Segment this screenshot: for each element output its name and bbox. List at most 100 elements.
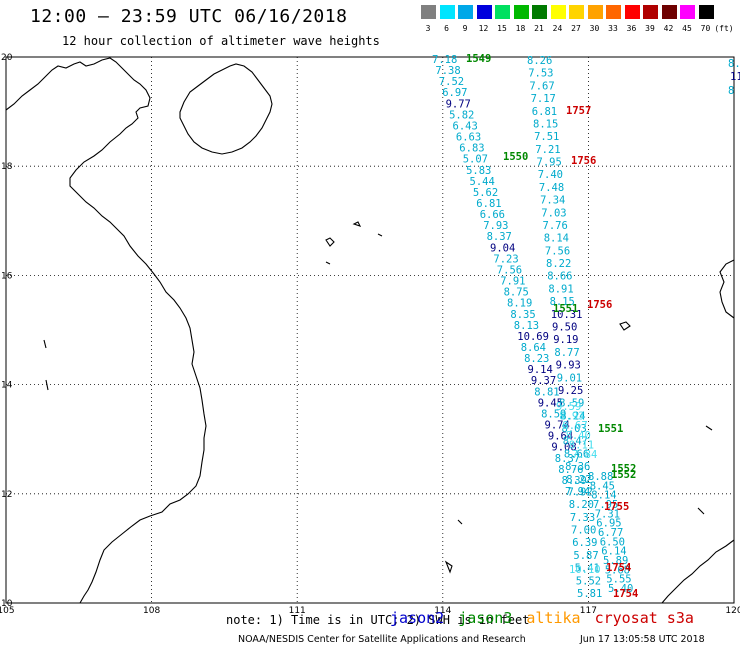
wave-height-value: 6.77: [598, 527, 623, 539]
wave-height-value: 8.40: [566, 430, 591, 442]
color-scale-label: 27: [571, 24, 581, 33]
latitude-labels: 20 18 16 14 12 10: [1, 53, 13, 609]
wave-height-value: 6.97: [442, 87, 467, 99]
wave-height-value: 8.45: [590, 480, 615, 492]
wave-height-value: 7.95: [537, 157, 562, 169]
color-scale-label: 39: [645, 24, 655, 33]
wave-height-value: 8.76: [558, 464, 583, 476]
wave-height-value: 8.14: [591, 490, 616, 502]
wave-height-value: 9.37: [531, 375, 556, 387]
wave-height-value: 9.64: [548, 431, 573, 443]
color-scale-label: 9: [462, 24, 468, 33]
wave-height-value: 7.76: [543, 220, 568, 232]
wave-height-value: 7.48: [539, 182, 564, 194]
graticule: [6, 57, 734, 603]
wave-height-value: 8.11: [569, 439, 594, 451]
wave-height-value: 7.95: [593, 499, 618, 511]
wave-height-value: 8.35: [510, 309, 535, 321]
color-swatch: [569, 5, 584, 19]
wave-height-value: 8.22: [566, 474, 591, 486]
wave-height-value: 7.56: [497, 265, 522, 277]
legend-entry: jason2: [390, 609, 445, 627]
wave-height-value: 7.67: [529, 80, 554, 92]
wave-height-value: 7.84: [572, 449, 597, 461]
wave-height-value: 6.66: [480, 209, 505, 221]
wave-height-value: 8.59: [541, 409, 566, 421]
wave-height-value: 8.91: [548, 283, 573, 295]
wave-height-value: 9.04: [490, 242, 515, 254]
color-swatch: [476, 5, 492, 19]
wave-height-value: 7.17: [531, 93, 556, 105]
wave-height-value: 7.52: [439, 76, 464, 88]
wave-height-value: 11: [730, 71, 740, 83]
wave-height-value: 6.83: [459, 143, 484, 155]
pass-time-label: 1551: [553, 303, 578, 315]
color-scale-label: 45: [682, 24, 692, 33]
wave-height-value: 7.23: [493, 253, 518, 265]
wave-height-value: 8.24: [560, 410, 585, 422]
wave-height-value: 6.39: [572, 537, 597, 549]
wave-height-value: 6.81: [532, 106, 557, 118]
wave-height-value: 8.39: [562, 475, 587, 487]
wave-height-value: 7.56: [545, 245, 570, 257]
wave-height-value: 7.31: [595, 508, 620, 520]
pass-time-label: 1551: [598, 423, 623, 435]
wave-height-value: 8.19: [507, 298, 532, 310]
wave-height-value: 5.87: [573, 550, 598, 562]
map-title: 12:00 – 23:59 UTC 06/16/2018: [30, 6, 348, 27]
wave-height-value: 8.13: [514, 320, 539, 332]
pass-time-label: 1754: [606, 562, 631, 574]
wave-height-value: 5.55: [606, 574, 631, 586]
latitude-tick-label: 16: [1, 271, 13, 281]
wave-height-value: 7.91: [500, 276, 525, 288]
wave-height-value: 8.: [728, 58, 740, 70]
wave-height-value: 7.53: [528, 68, 553, 80]
pass-time-label: 1550: [503, 151, 528, 163]
wave-height-value: 8.15: [533, 119, 558, 131]
satellite-legend: jason2 jason3 altika cryosat s3a: [390, 609, 708, 627]
color-swatch: [513, 5, 529, 19]
wave-height-value: 6.81: [476, 198, 501, 210]
coastline-islands: [43, 221, 713, 574]
wave-height-value: 7.18: [432, 54, 457, 66]
wave-height-value: 9.14: [528, 364, 553, 376]
wave-height-value: 6.95: [596, 518, 621, 530]
wave-height-value: 8.64: [521, 342, 546, 354]
wave-height-value: 8.75: [504, 287, 529, 299]
wave-height-value: 9.45: [538, 397, 563, 409]
pass-time-label: 1754: [613, 588, 638, 600]
longitude-tick-label: 120: [725, 606, 740, 616]
pass-time-label: 1552: [611, 463, 636, 475]
wave-height-value: 7.38: [435, 65, 460, 77]
wave-height-value: 8.88: [588, 471, 613, 483]
color-scale-label: 70: [700, 24, 711, 33]
coastline-palawan: [661, 539, 735, 604]
pass-time-label: 1549: [466, 53, 491, 65]
longitude-tick-label: 117: [580, 606, 597, 616]
pass-time-label: 1756: [571, 155, 596, 167]
map-frame: [5, 56, 735, 604]
wave-height-value: 9.19: [553, 334, 578, 346]
map-subtitle: 12 hour collection of altimeter wave hei…: [62, 34, 380, 48]
wave-height-value: 8: [728, 85, 734, 97]
color-swatch: [458, 5, 473, 19]
wave-height-value: 7.51: [534, 131, 559, 143]
wave-height-value: 8.66: [547, 271, 572, 283]
color-swatch: [624, 5, 640, 19]
wave-height-value: 8.23: [524, 353, 549, 365]
color-scale-label: 12: [478, 24, 489, 33]
color-scale-label: 6: [444, 24, 449, 33]
color-swatch: [532, 5, 547, 19]
longitude-tick-label: 114: [434, 606, 451, 616]
color-swatch: [643, 5, 658, 19]
pass-time-label: 1552: [611, 469, 636, 481]
color-swatch: [661, 5, 677, 19]
latitude-tick-label: 10: [1, 599, 13, 609]
wave-height-value: 5.44: [470, 176, 495, 188]
wave-height-value: 7.93: [483, 220, 508, 232]
wave-height-value: 8.22: [546, 258, 571, 270]
color-scale-label: 3: [425, 24, 431, 33]
wave-height-value: 10.31: [551, 309, 583, 321]
longitude-tick-label: 108: [143, 606, 160, 616]
color-scale-label: 21: [534, 24, 544, 33]
